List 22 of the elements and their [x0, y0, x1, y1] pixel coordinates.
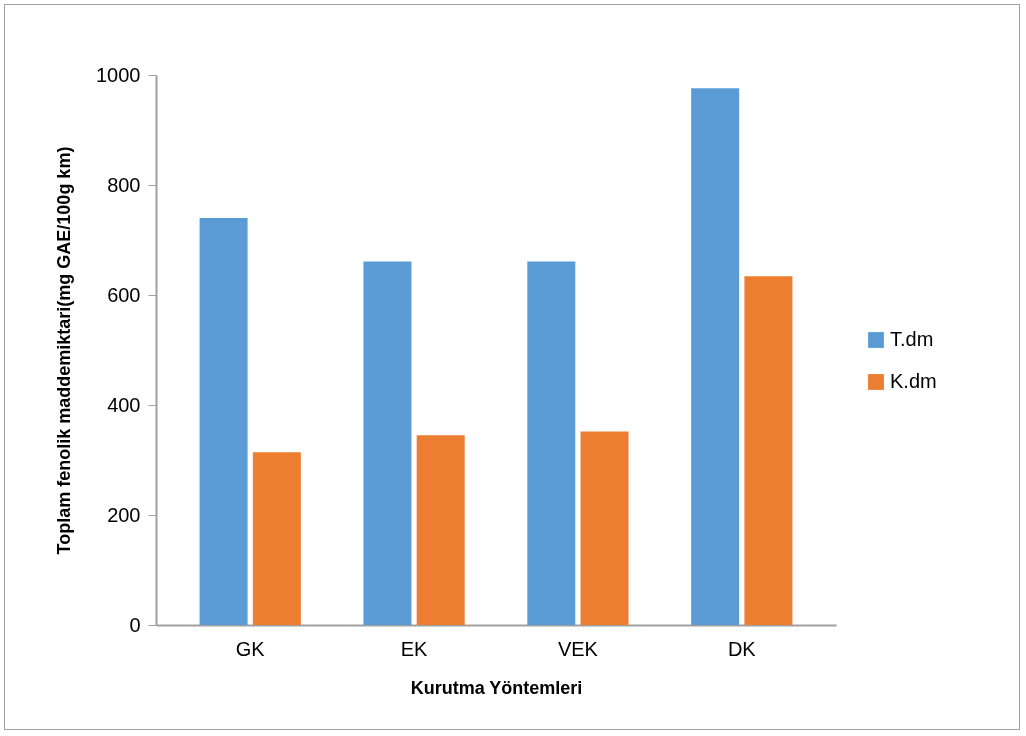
- y-tick-label: 400: [107, 393, 141, 416]
- y-tick-label: 600: [107, 283, 141, 306]
- bar: [363, 261, 412, 625]
- x-tick-label: DK: [727, 637, 757, 660]
- x-axis-title: Kurutma Yöntemleri: [410, 677, 583, 698]
- y-tick-label: 800: [107, 173, 141, 196]
- legend-label: K.dm: [890, 370, 937, 392]
- y-tick-label: 200: [107, 503, 141, 526]
- bar: [744, 276, 793, 625]
- y-tick-label: 0: [129, 613, 141, 636]
- legend-label: T.dm: [890, 328, 934, 350]
- bar: [527, 261, 576, 625]
- x-tick-label: EK: [400, 637, 429, 660]
- x-tick-label: VEK: [557, 637, 599, 660]
- bar: [199, 218, 248, 625]
- bar: [416, 435, 465, 625]
- y-tick-label: 1000: [96, 63, 141, 86]
- y-axis-title: Toplam fenolik maddemiktari(mg GAE/100g km): [54, 146, 75, 555]
- bar: [580, 431, 629, 625]
- bar: [691, 88, 740, 625]
- x-tick-label: GK: [235, 637, 266, 660]
- bar: [252, 452, 301, 625]
